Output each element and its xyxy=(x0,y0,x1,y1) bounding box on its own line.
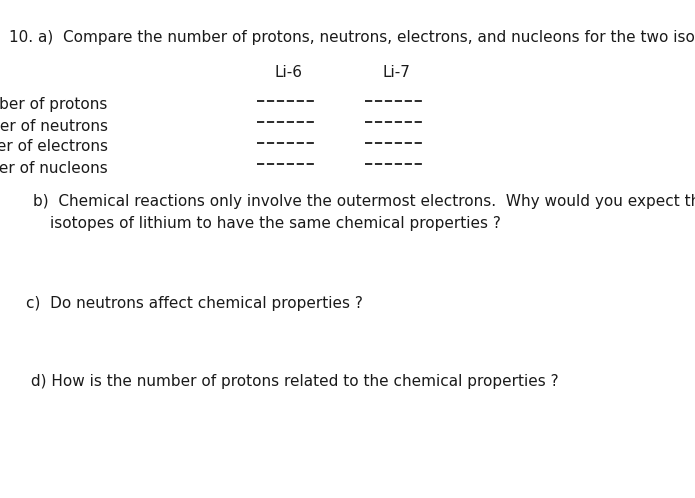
Text: c)  Do neutrons affect chemical properties ?: c) Do neutrons affect chemical propertie… xyxy=(26,296,363,311)
Text: Li-6: Li-6 xyxy=(275,65,302,80)
Text: isotopes of lithium to have the same chemical properties ?: isotopes of lithium to have the same che… xyxy=(50,216,501,231)
Text: 10. a)  Compare the number of protons, neutrons, electrons, and nucleons for the: 10. a) Compare the number of protons, ne… xyxy=(9,30,695,45)
Text: number of electrons: number of electrons xyxy=(0,139,108,154)
Text: d) How is the number of protons related to the chemical properties ?: d) How is the number of protons related … xyxy=(26,374,559,389)
Text: number of nucleons: number of nucleons xyxy=(0,161,108,176)
Text: Li-7: Li-7 xyxy=(382,65,410,80)
Text: b)  Chemical reactions only involve the outermost electrons.  Why would you expe: b) Chemical reactions only involve the o… xyxy=(33,194,695,209)
Text: number of neutrons: number of neutrons xyxy=(0,119,108,133)
Text: number of protons: number of protons xyxy=(0,97,108,112)
